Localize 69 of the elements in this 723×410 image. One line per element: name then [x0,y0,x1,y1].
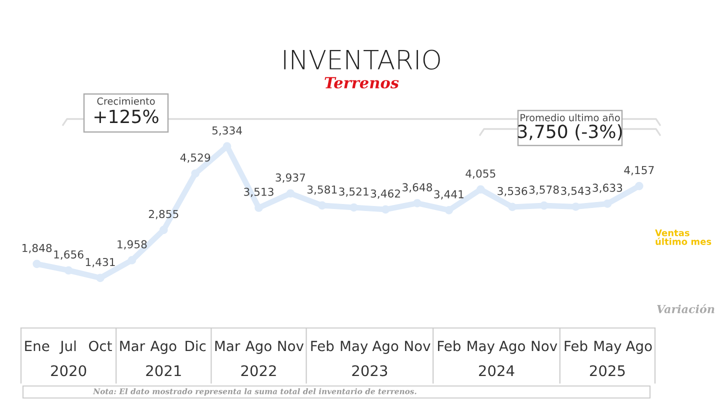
x-tick-label: May [594,340,622,354]
text: 3,750 (-3%) [518,124,622,140]
data-label: 2,855 [148,210,178,220]
data-label: 3,441 [434,190,464,200]
point [96,274,104,282]
x-tick-label: Ago [245,340,272,354]
data-label: 1,958 [118,240,147,250]
x-tick-label: May [340,340,368,354]
chart-subtitle: Terrenos [324,77,399,88]
x-tick-label: Dic [186,340,206,352]
x-tick-label: Mar [215,340,240,352]
data-label: 3,648 [402,183,432,192]
data-label: 3,521 [339,187,368,197]
data-label: 5,334 [212,126,242,136]
data-label: 3,578 [529,186,559,195]
x-tick-label: Mar [120,340,146,352]
x-tick-label: Jul [59,340,76,354]
point [128,256,136,264]
data-label: 3,633 [592,184,622,193]
text: Promedio ultimo año [520,114,620,122]
text: +125% [94,110,158,124]
x-tick-label: Nov [405,340,430,352]
data-label: 3,536 [498,186,528,196]
point [444,206,454,214]
data-label: 4,055 [466,169,496,179]
data-label: 3,937 [276,173,306,183]
x-tick-label: May [468,340,495,354]
point [603,200,612,208]
x-tick-label: Ago [372,340,398,354]
data-label: 1,656 [54,250,84,260]
text: 2024 [479,365,514,376]
data-label: 3,543 [561,186,590,196]
point [286,189,295,198]
point [254,204,263,212]
point [572,202,580,211]
text: Variación [657,304,714,314]
data-label: 1,848 [22,244,52,254]
point [191,169,200,178]
text: 2020 [51,365,86,376]
data-label: 3,581 [307,185,337,195]
text: 2025 [590,365,625,376]
data-label: 4,157 [624,166,654,176]
text: Crecimiento [97,97,155,105]
point [476,185,485,194]
annotation: Ventas último mes [655,230,712,245]
x-tick-label: Nov [532,340,558,352]
x-tick-label: Ago [150,340,176,354]
data-label: 4,529 [180,153,210,163]
x-tick-label: Ago [626,340,652,354]
x-tick-label: Ene [25,340,50,352]
x-tick-label: Feb [564,340,588,352]
x-tick-label: Ago [499,340,525,354]
text: 2022 [241,365,276,376]
point [634,182,644,190]
text: 2023 [352,365,388,376]
x-tick-label: Oct [89,340,112,352]
data-label: 3,513 [244,188,274,198]
x-tick-label: Feb [438,340,460,352]
chart-title: INVENTARIO [284,50,440,70]
point [32,260,42,268]
point [64,266,73,275]
data-label: 3,462 [370,189,400,199]
x-tick-label: Feb [311,340,334,352]
text: 2021 [146,365,181,376]
x-tick-label: Nov [278,340,304,352]
data-label: 1,431 [86,258,115,268]
point [159,226,168,234]
point [413,199,422,208]
point [318,201,326,210]
